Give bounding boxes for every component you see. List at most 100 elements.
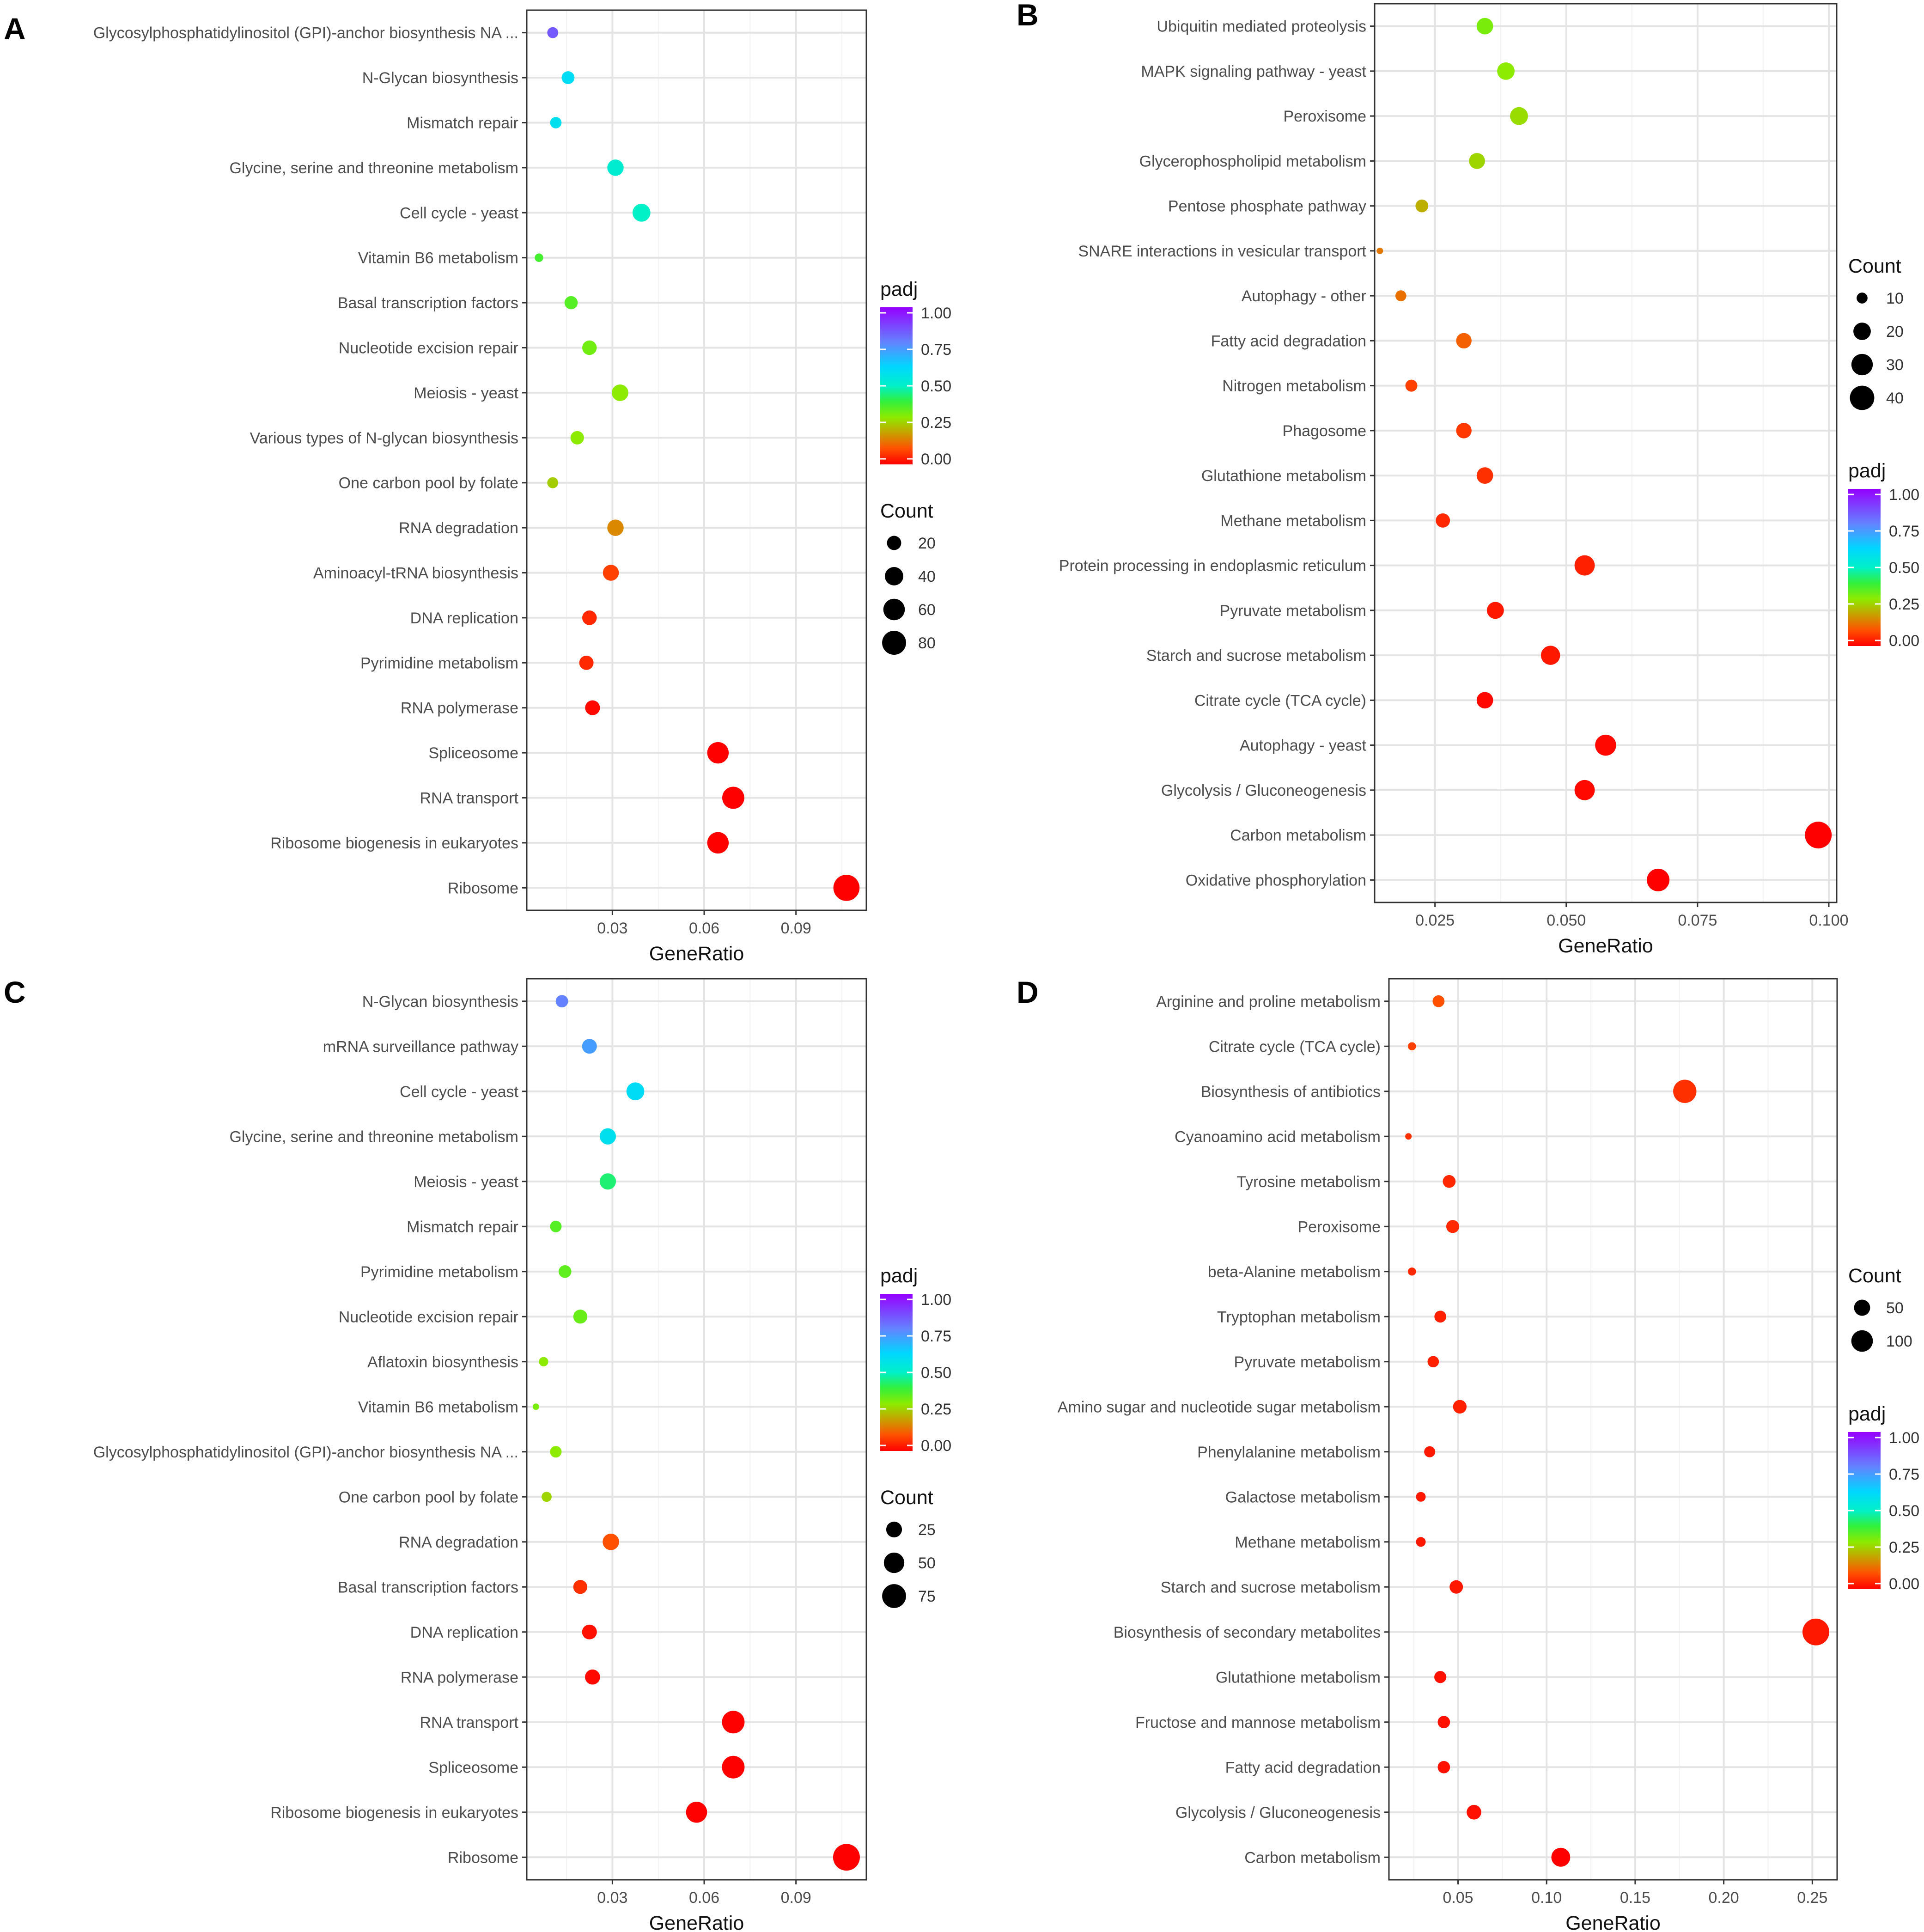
data-point (1405, 379, 1418, 392)
data-point (558, 1265, 572, 1278)
y-tick-label: Carbon metabolism (1244, 1849, 1381, 1866)
y-tick-label: mRNA surveillance pathway (323, 1038, 518, 1055)
data-point (632, 203, 651, 222)
data-point (550, 1446, 562, 1458)
y-tick-label: Oxidative phosphorylation (1186, 872, 1366, 889)
data-point (1510, 107, 1528, 125)
data-points (535, 27, 860, 901)
data-point (722, 786, 744, 809)
y-tick-label: Amino sugar and nucleotide sugar metabol… (1058, 1398, 1381, 1416)
x-tick-label: 0.075 (1678, 912, 1717, 929)
x-tick-label: 0.03 (597, 920, 627, 937)
y-tick-label: Spliceosome (428, 1759, 518, 1776)
y-tick-label: Glycine, serine and threonine metabolism (229, 159, 518, 177)
data-point (547, 27, 559, 38)
y-tick-label: Glycine, serine and threonine metabolism (229, 1128, 518, 1146)
data-point (607, 519, 624, 536)
y-tick-label: Fructose and mannose metabolism (1135, 1714, 1381, 1731)
panel-c: C N-Glycan biosynthesis mRNA surveillance … (4, 975, 951, 1932)
y-tick-label: RNA polymerase (401, 700, 518, 717)
data-point (1647, 868, 1670, 891)
data-point (585, 1669, 600, 1685)
data-point (612, 384, 628, 401)
count-legend-key (1857, 293, 1868, 304)
y-tick-label: Meiosis - yeast (414, 1173, 518, 1191)
count-legend-key (883, 1552, 905, 1573)
y-tick-label: Mismatch repair (407, 115, 518, 132)
data-point (833, 1844, 860, 1871)
y-tick-label: Citrate cycle (TCA cycle) (1209, 1038, 1381, 1055)
y-tick-label: RNA degradation (399, 519, 518, 537)
x-tick-label: 0.09 (781, 920, 811, 937)
data-point (1415, 199, 1429, 213)
y-tick-label: Cell cycle - yeast (400, 204, 519, 222)
data-point (1574, 555, 1595, 576)
count-legend-key (882, 1584, 906, 1608)
y-tick-label: beta-Alanine metabolism (1208, 1263, 1381, 1281)
data-point (1376, 247, 1383, 254)
data-point (1456, 423, 1472, 439)
y-tick-label: N-Glycan biosynthesis (362, 993, 518, 1011)
y-tick-label: Basal transcription factors (338, 294, 518, 312)
y-tick-label: One carbon pool by folate (339, 1488, 518, 1506)
count-legend-key (1850, 385, 1875, 410)
data-point (1408, 1267, 1416, 1276)
data-point (1497, 62, 1515, 80)
data-point (1595, 734, 1616, 756)
gridlines (1375, 4, 1837, 902)
y-tick-label: Arginine and proline metabolism (1156, 993, 1381, 1011)
data-point (599, 1173, 616, 1190)
data-point (561, 71, 575, 85)
count-legend-label: 50 (918, 1554, 936, 1572)
y-tick-label: Glycosylphosphatidylinositol (GPI)-ancho… (93, 1444, 518, 1461)
y-tick-label: Vitamin B6 metabolism (358, 1398, 518, 1416)
data-point (1416, 1492, 1426, 1502)
y-tick-label: Autophagy - other (1242, 287, 1366, 305)
count-legend-key (882, 631, 906, 655)
data-point (1443, 1175, 1456, 1188)
y-tick-label: Pyrimidine metabolism (360, 654, 518, 672)
y-tick-label: Various types of N-glycan biosynthesis (250, 429, 518, 447)
x-axis-title: GeneRatio (649, 943, 744, 965)
data-point (1436, 513, 1450, 528)
plot-border (1374, 3, 1838, 903)
data-point (547, 477, 559, 488)
y-tick-label: Biosynthesis of secondary metabolites (1114, 1624, 1381, 1641)
data-point (707, 832, 729, 854)
y-tick-label: Starch and sucrose metabolism (1146, 647, 1366, 664)
y-tick-label: Glycosylphosphatidylinositol (GPI)-ancho… (93, 24, 518, 42)
y-tick-label: Biosynthesis of antibiotics (1201, 1083, 1381, 1101)
count-legend-label: 10 (1886, 290, 1904, 307)
y-tick-label: DNA replication (410, 609, 518, 627)
data-point (1405, 1133, 1412, 1140)
y-tick-label: Carbon metabolism (1230, 827, 1366, 844)
count-legend: Count 20 40 60 80 (880, 500, 936, 655)
y-tick-label: Tryptophan metabolism (1217, 1308, 1381, 1326)
data-point (1453, 1400, 1467, 1414)
y-tick-label: N-Glycan biosynthesis (362, 69, 518, 87)
padj-legend-title: padj (1848, 1403, 1886, 1425)
y-tick-label: Ribosome biogenesis in eukaryotes (270, 1804, 518, 1822)
count-legend-key (1851, 353, 1873, 376)
count-legend-label: 80 (918, 634, 936, 652)
y-tick-label: Nucleotide excision repair (339, 1308, 518, 1326)
count-legend-title: Count (1848, 1265, 1901, 1287)
data-point (1408, 1042, 1416, 1051)
data-point (1467, 1804, 1481, 1820)
data-point (1486, 602, 1504, 619)
panel-a: A Glycosylphosphatidylinositol (GPI)-anch… (4, 9, 951, 965)
x-tick-label: 0.09 (781, 1889, 811, 1907)
x-axis-title: GeneRatio (649, 1912, 744, 1932)
data-point (573, 1580, 588, 1594)
y-tick-label: One carbon pool by folate (339, 475, 518, 492)
padj-legend-label: 1.00 (921, 305, 951, 322)
padj-legend-label: 0.00 (1889, 1575, 1919, 1593)
data-point (607, 159, 624, 176)
count-legend: Count 10 20 30 40 (1848, 255, 1904, 410)
data-points (532, 995, 860, 1871)
data-point (722, 1755, 745, 1779)
y-tick-label: Nucleotide excision repair (339, 340, 518, 357)
y-tick-label: Pyruvate metabolism (1220, 602, 1366, 620)
data-point (1449, 1580, 1463, 1594)
